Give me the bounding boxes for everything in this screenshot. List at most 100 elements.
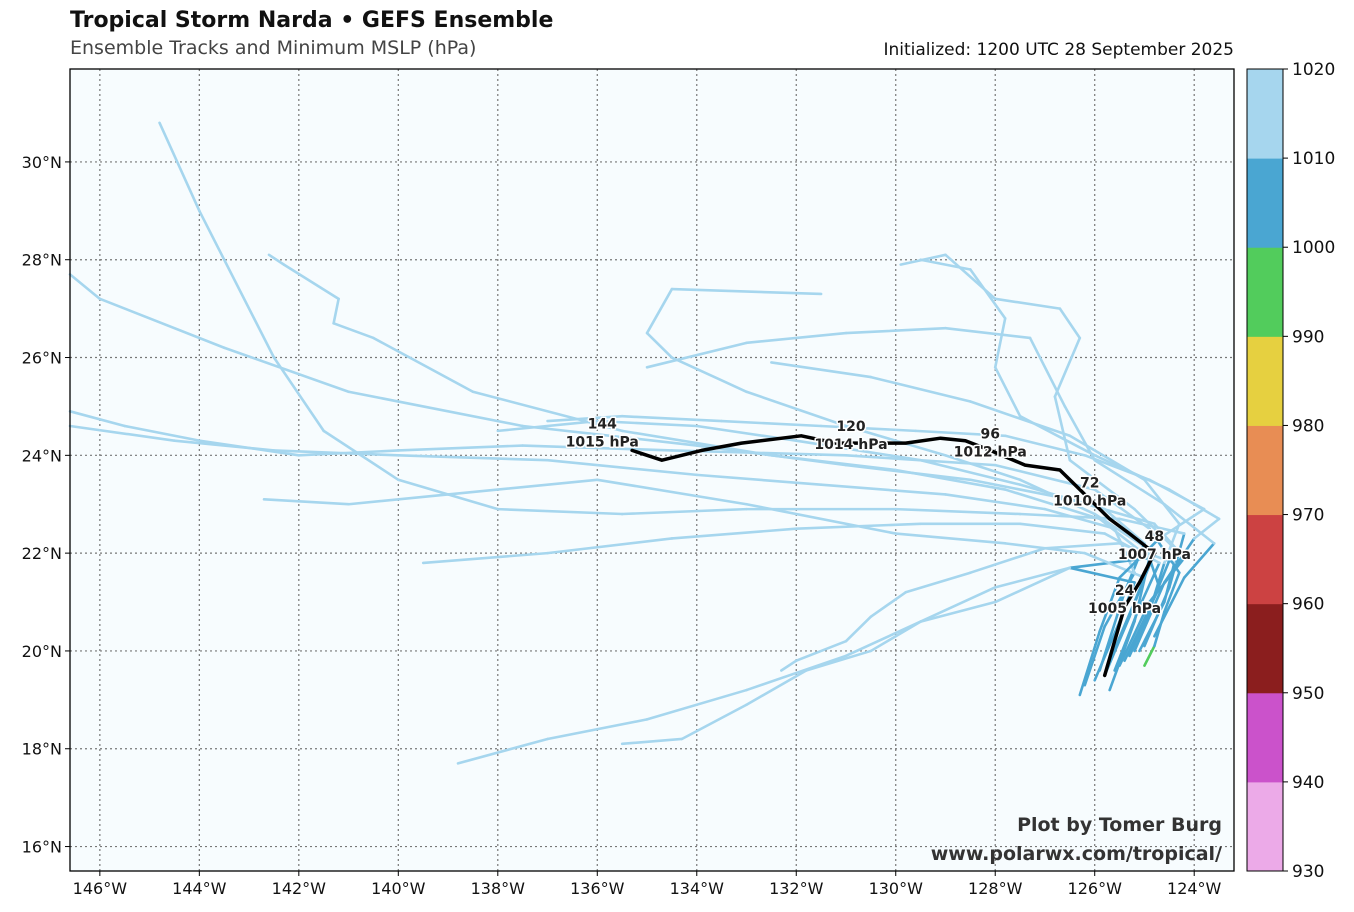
member-track-segment — [1003, 542, 1087, 555]
member-track-segment — [670, 527, 798, 540]
member-track-segment — [332, 297, 340, 325]
member-track-segment — [1153, 610, 1166, 648]
colorbar-frame — [1246, 68, 1284, 872]
chart-subtitle: Ensemble Tracks and Minimum MSLP (hPa) — [70, 37, 477, 59]
member-track-segment — [1053, 336, 1082, 398]
initialized-time: Initialized: 1200 UTC 28 September 2025 — [883, 40, 1234, 60]
member-track-segment — [68, 273, 102, 301]
member-track-segment — [770, 454, 898, 472]
member-track-segment — [944, 493, 1047, 511]
member-track-segment — [198, 209, 276, 359]
member-track-segment — [1163, 561, 1176, 604]
member-track-segment — [397, 444, 524, 452]
ensemble-member-tracks — [68, 121, 1221, 765]
member-track-segment — [794, 639, 848, 663]
member-track-segment — [869, 375, 972, 403]
member-track-segment — [869, 620, 922, 653]
colorbar-tick-label: 980 — [1292, 416, 1324, 436]
member-track-segment — [993, 317, 1007, 369]
x-tick-label: 134°W — [670, 879, 725, 898]
member-track-segment — [322, 429, 400, 482]
member-track-segment — [904, 571, 972, 594]
member-track-segment — [1093, 458, 1166, 506]
x-tick-label: 146°W — [73, 879, 128, 898]
colorbar-tick-label: 940 — [1292, 773, 1324, 793]
member-track-segment — [819, 483, 947, 496]
member-track-segment — [1078, 630, 1101, 697]
member-track-segment — [1138, 600, 1166, 653]
colorbar-tick-label: 1020 — [1292, 60, 1335, 80]
member-track-segment — [899, 253, 947, 266]
member-track-segment — [496, 419, 599, 433]
member-track-segment — [770, 361, 873, 379]
colorbar-tick-label: 1000 — [1292, 238, 1335, 258]
y-tick-label: 26°N — [22, 349, 62, 368]
member-track-segment — [158, 121, 201, 213]
member-track-segment — [521, 444, 674, 452]
ensemble-mean-track — [630, 434, 1157, 678]
member-track-segment — [595, 478, 748, 506]
y-tick-label: 28°N — [22, 251, 62, 270]
member-track-segment — [1058, 307, 1082, 340]
colorbar-swatch — [1247, 603, 1283, 694]
member-track-segment — [1118, 600, 1151, 667]
member-track-segment — [844, 454, 997, 467]
member-track-segment — [919, 600, 997, 623]
colorbar-swatch — [1247, 425, 1283, 516]
y-tick-label: 30°N — [22, 153, 62, 172]
member-track-segment — [1103, 507, 1146, 545]
member-track-segment — [844, 615, 873, 643]
member-track-segment — [595, 419, 699, 428]
member-track-segment — [844, 326, 947, 335]
pressure-label: 1012 hPa — [954, 444, 1027, 460]
member-track-segment — [222, 346, 350, 394]
member-track-segment — [1128, 576, 1146, 619]
member-track-segment — [1182, 542, 1216, 579]
member-track-segment — [1003, 488, 1101, 521]
member-track-segment — [1128, 595, 1156, 658]
member-track-segment — [993, 566, 1072, 589]
member-track-segment — [1133, 581, 1166, 653]
member-track-segment — [1163, 571, 1181, 614]
member-track-segment — [1083, 625, 1106, 687]
member-track-segment — [1153, 546, 1176, 599]
member-track-segment — [1108, 620, 1136, 692]
member-track-segment — [1083, 454, 1151, 482]
member-track-segment — [914, 429, 1007, 438]
colorbar-swatch — [1247, 69, 1283, 159]
credit-author: Plot by Tomer Burg — [1017, 814, 1222, 836]
member-track-segment — [1018, 414, 1097, 457]
member-track-segment — [944, 454, 1022, 482]
x-tick-label: 128°W — [968, 879, 1023, 898]
member-track-segment — [844, 424, 947, 457]
member-track-segment — [993, 366, 1022, 418]
hour-label: 48 — [1145, 529, 1164, 545]
member-track-segment — [372, 336, 475, 394]
x-tick-label: 130°W — [869, 879, 924, 898]
member-track-segment — [282, 263, 340, 301]
member-track-segment — [546, 537, 674, 555]
member-track-segment — [620, 507, 748, 516]
member-track-segment — [1118, 542, 1176, 565]
member-track-segment — [267, 253, 286, 266]
member-track-segment — [894, 468, 1007, 491]
member-track-segment — [123, 424, 201, 442]
x-tick-label: 138°W — [471, 879, 526, 898]
hour-label: 72 — [1080, 475, 1099, 491]
colorbar-swatch — [1247, 158, 1283, 248]
forecast-hour-labels: 24 1005 hPa 48 1007 hPa 72 1010 hPa 96 1012 hPa… — [564, 415, 1192, 618]
member-track-segment — [745, 390, 848, 428]
member-track-segment — [1098, 576, 1121, 633]
colorbar-tick-label: 950 — [1292, 684, 1324, 704]
member-track-segment — [745, 502, 898, 535]
member-track-segment — [471, 390, 624, 433]
colorbar-tick-label: 930 — [1292, 862, 1324, 882]
member-track-segment — [794, 439, 922, 462]
member-track-segment — [780, 659, 798, 672]
member-track-segment — [397, 454, 549, 462]
member-track-segment — [620, 737, 684, 746]
member-track-segment — [1018, 512, 1121, 521]
member-track-segment — [1003, 434, 1087, 457]
member-track-segment — [869, 590, 907, 619]
